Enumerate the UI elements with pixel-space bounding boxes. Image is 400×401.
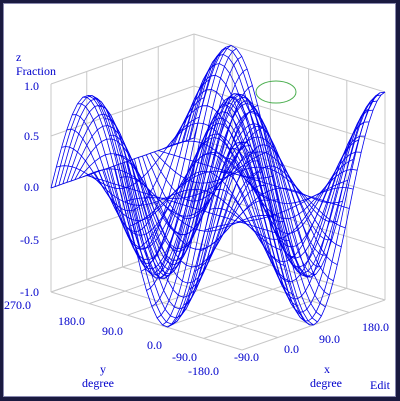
mesh-line-y xyxy=(72,64,216,250)
z-tick-label: -1.0 xyxy=(20,285,39,299)
cursor-ring xyxy=(255,80,297,104)
mesh-line-y xyxy=(77,53,221,264)
mesh-line-y xyxy=(204,179,349,231)
plot-frame[interactable]: z Fraction 1.0 0.5 0.0 -0.5 -1.0 270.0 1… xyxy=(3,3,396,397)
mesh-line-y xyxy=(156,97,301,319)
y-tick-label: 270.0 xyxy=(4,298,31,312)
mesh-line-y xyxy=(241,91,386,326)
z-axis-label: z xyxy=(16,50,21,64)
x-tick-label: 0.0 xyxy=(284,342,299,356)
y-tick-label: -90.0 xyxy=(172,350,197,364)
axis-grid xyxy=(50,33,386,351)
y-tick-label: 180.0 xyxy=(58,314,85,328)
mesh-line-y xyxy=(162,93,306,326)
z-tick-label: 1.0 xyxy=(24,79,39,93)
y-tick-label: 0.0 xyxy=(147,338,162,352)
z-tick-label: 0.0 xyxy=(24,180,39,194)
x-tick-label: -90.0 xyxy=(234,350,259,364)
wall-gridline xyxy=(193,137,386,197)
floor-gridline xyxy=(122,266,314,326)
x-tick-label: 90.0 xyxy=(319,332,340,346)
mesh-line-y xyxy=(88,45,232,279)
z-tick-label: -0.5 xyxy=(20,233,39,247)
mesh-line-y xyxy=(66,79,211,233)
edit-menu-button[interactable]: Edit xyxy=(370,378,391,392)
z-tick-label: 0.5 xyxy=(24,129,39,143)
mesh-line-y xyxy=(135,151,279,250)
mesh-line-y xyxy=(93,48,237,279)
y-axis-unit: degree xyxy=(82,376,114,390)
wall-gridline xyxy=(193,189,386,249)
mesh-line-y xyxy=(226,108,370,300)
mesh-line-y xyxy=(188,144,332,290)
x-axis-label: x xyxy=(324,362,330,376)
mesh-line-y xyxy=(56,116,200,189)
mesh-line-y xyxy=(125,151,269,202)
mesh-line-y xyxy=(119,127,264,217)
y-axis-label: y xyxy=(100,362,106,376)
mesh-line-y xyxy=(231,98,375,313)
mesh-line-y xyxy=(183,125,327,306)
mesh-line-y xyxy=(109,85,253,252)
mesh-line-y xyxy=(114,104,258,236)
wall-gridline xyxy=(193,33,386,93)
z-axis-unit: Fraction xyxy=(16,64,56,78)
mesh-line-y xyxy=(215,139,359,263)
y-tick-label: -180.0 xyxy=(188,364,219,378)
floor-gridline xyxy=(203,287,347,339)
floor-gridline xyxy=(50,291,243,351)
mesh-line-y xyxy=(50,137,195,189)
mesh-line-y xyxy=(82,46,227,274)
floor-gridline xyxy=(127,264,271,316)
surface-plot[interactable]: z Fraction 1.0 0.5 0.0 -0.5 -1.0 270.0 1… xyxy=(4,4,397,398)
mesh-line-y xyxy=(210,159,354,240)
mesh-line-y xyxy=(61,96,205,212)
mesh-line-y xyxy=(151,105,295,307)
surface-mesh xyxy=(50,44,386,328)
y-tick-label: 90.0 xyxy=(102,324,123,338)
mesh-line-y xyxy=(220,122,365,283)
x-tick-label: 180.0 xyxy=(362,320,389,334)
x-axis-unit: degree xyxy=(310,376,342,390)
mesh-line-y xyxy=(146,117,290,291)
floor-gridline xyxy=(165,276,309,328)
floor-gridline xyxy=(158,254,350,313)
